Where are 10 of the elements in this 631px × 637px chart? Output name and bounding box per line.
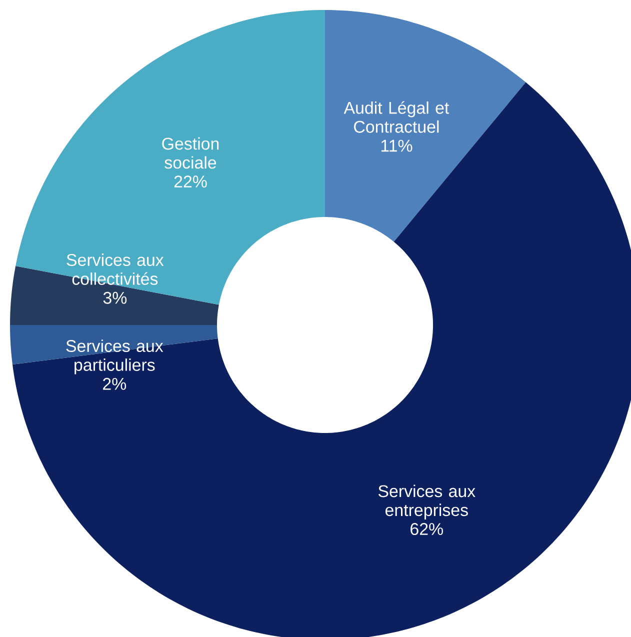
data-label: 2% — [103, 378, 126, 390]
slice-label: Services aux collectivités — [66, 254, 164, 285]
slice-label: Audit Légal et Contractuel — [344, 101, 450, 133]
data-label: 11% — [381, 140, 412, 152]
slice-label: Services aux entreprises — [378, 484, 476, 520]
data-label: 3% — [103, 292, 127, 304]
data-label: 22% — [174, 176, 207, 188]
slice-label: Gestion sociale — [162, 137, 219, 169]
slice-label: Services aux particuliers — [66, 340, 164, 374]
data-label: 62% — [410, 523, 443, 536]
